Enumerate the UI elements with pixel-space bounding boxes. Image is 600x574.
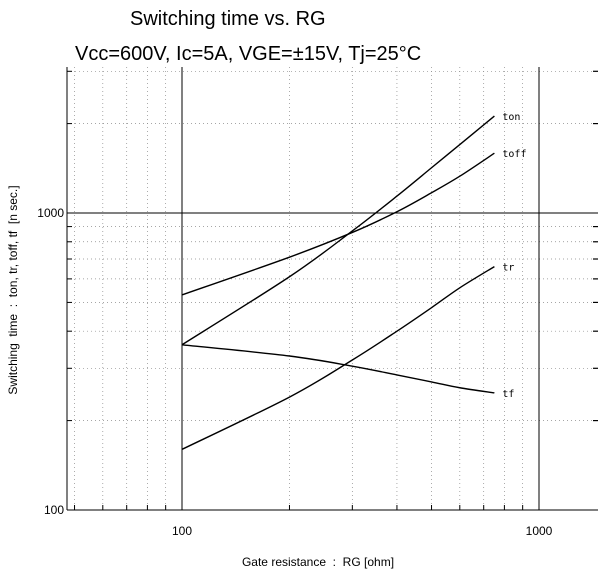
y-tick-label: 1000 — [37, 206, 64, 220]
chart-subtitle: Vcc=600V, Ic=5A, VGE=±15V, Tj=25°C — [75, 43, 421, 66]
series-label-tf: tf — [502, 389, 514, 400]
series-line-ton — [181, 115, 495, 346]
series-label-tr: tr — [502, 263, 514, 274]
series-line-tr — [181, 265, 495, 451]
y-axis-label: Switching time : ton, tr, toff, tf [n se… — [6, 185, 20, 394]
series-label-toff: toff — [502, 149, 526, 160]
x-tick-label: 1000 — [526, 524, 553, 538]
x-tick-label: 100 — [172, 524, 192, 538]
x-axis-label: Gate resistance : RG [ohm] — [242, 555, 394, 569]
chart-title-text: Switching time vs. RG — [130, 8, 326, 30]
chart-subtitle-text: Vcc=600V, Ic=5A, VGE=±15V, Tj=25°C — [75, 43, 422, 65]
series-line-tf — [181, 344, 495, 394]
series-line-toff — [181, 152, 495, 296]
chart-title: Switching time vs. RG — [130, 8, 326, 31]
y-tick-label: 100 — [44, 503, 64, 517]
series-label-ton: ton — [502, 112, 520, 123]
